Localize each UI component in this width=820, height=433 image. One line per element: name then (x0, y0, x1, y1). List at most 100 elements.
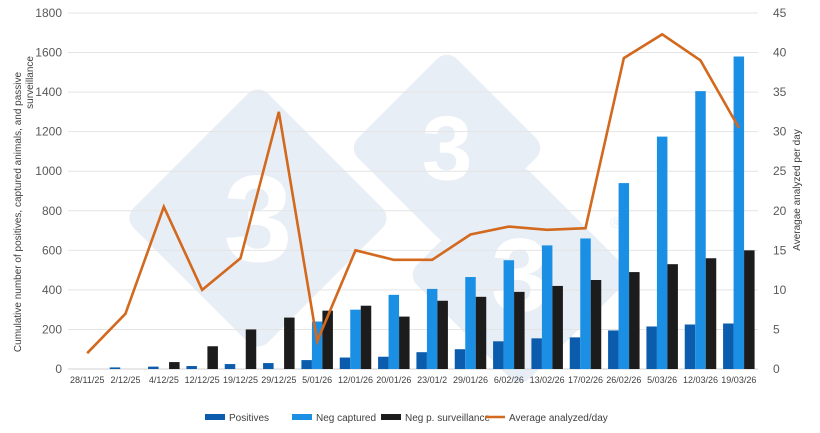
bar-positives (608, 330, 619, 369)
bar-neg-captured (426, 288, 438, 369)
left-tick-label: 1400 (35, 85, 62, 99)
bar-neg-p-surveillance (667, 264, 678, 369)
bar-positives (148, 366, 159, 369)
legend-label: Positives (229, 413, 269, 424)
bar-neg-captured (465, 277, 476, 369)
bar-neg-captured (311, 321, 323, 369)
right-tick-label: 30 (773, 125, 787, 139)
bar-neg-p-surveillance (705, 258, 717, 369)
left-tick-label: 800 (42, 204, 62, 218)
legend-item[interactable]: Positives (205, 413, 269, 424)
bar-positives (224, 364, 236, 369)
x-tick-label: 6/02/26 (494, 375, 524, 385)
left-axis-title-line1: Cumulative number of positives, captured… (13, 71, 24, 352)
x-tick-label: 23/01/2 (417, 375, 447, 385)
bar-neg-p-surveillance (169, 362, 180, 369)
bar-series (109, 56, 755, 370)
bar-positives (339, 357, 351, 369)
watermark-glyph: 3 (224, 150, 293, 288)
x-tick-label: 29/12/25 (261, 375, 296, 385)
line-average-analyzed-per-day (86, 32, 740, 355)
right-tick-label: 20 (773, 204, 787, 218)
bar-positives (684, 324, 696, 369)
right-tick-label: 10 (773, 283, 787, 297)
legend-swatch (292, 414, 312, 420)
bar-neg-captured (503, 260, 515, 369)
bar-positives (301, 360, 312, 369)
bar-neg-captured (695, 91, 706, 369)
bar-neg-p-surveillance (207, 346, 218, 369)
x-tick-label: 5/01/26 (302, 375, 332, 385)
bar-neg-p-surveillance (514, 291, 525, 369)
left-tick-label: 200 (42, 322, 62, 336)
left-tick-label: 1600 (35, 46, 62, 60)
legend-label: Neg captured (316, 413, 376, 424)
bar-neg-captured (656, 136, 668, 369)
legend-item[interactable]: Neg captured (292, 413, 376, 424)
x-tick-label: 17/02/26 (568, 375, 603, 385)
bar-neg-p-surveillance (629, 272, 640, 369)
right-tick-label: 25 (773, 164, 787, 178)
watermark-glyph: 3 (422, 99, 473, 200)
bar-neg-captured (733, 56, 745, 370)
legend-label: Neg p. surveillance (405, 413, 490, 424)
left-tick-label: 600 (42, 243, 62, 257)
bar-neg-captured (350, 309, 361, 369)
legend-swatch (205, 414, 225, 420)
x-tick-label: 5/03/26 (647, 375, 677, 385)
x-tick-label: 12/12/25 (185, 375, 220, 385)
gridlines (68, 12, 758, 370)
bar-positives (378, 356, 389, 369)
legend-item[interactable]: Average analyzed/day (485, 413, 608, 424)
x-tick-label: 12/01/26 (338, 375, 373, 385)
x-tick-label: 4/12/25 (149, 375, 179, 385)
x-tick-label: 13/02/26 (530, 375, 565, 385)
right-tick-label: 35 (773, 85, 787, 99)
bar-positives (569, 337, 581, 369)
watermark-diamond (129, 89, 387, 347)
line-series (86, 32, 740, 355)
legend: Positives Neg captured Neg p. surveillance… (205, 413, 608, 424)
bar-positives (531, 338, 542, 369)
x-tick-label: 12/03/26 (683, 375, 718, 385)
legend-label: Average analyzed/day (509, 413, 608, 424)
bar-neg-p-surveillance (475, 296, 487, 369)
right-tick-label: 45 (773, 6, 787, 20)
bar-neg-p-surveillance (322, 310, 333, 369)
bar-positives (646, 326, 657, 369)
bar-neg-p-surveillance (590, 280, 602, 369)
x-tick-label: 2/12/25 (110, 375, 140, 385)
x-tick-label: 29/01/26 (453, 375, 488, 385)
bar-neg-p-surveillance (437, 300, 448, 369)
left-y-axis-ticks: 0 200 400 600 800 1000 1200 1400 1600 1800 (35, 6, 62, 376)
left-tick-label: 0 (55, 362, 62, 376)
bar-neg-captured (580, 238, 591, 369)
bar-neg-p-surveillance (399, 316, 410, 369)
bar-positives (723, 323, 734, 369)
bar-neg-p-surveillance (744, 250, 755, 369)
left-tick-label: 1800 (35, 6, 62, 20)
x-tick-label: 19/03/26 (721, 375, 756, 385)
right-tick-label: 40 (773, 46, 787, 60)
bar-positives (493, 341, 504, 369)
right-y-axis-ticks: 0 5 10 15 20 25 30 35 40 45 (773, 6, 787, 376)
right-tick-label: 0 (773, 362, 780, 376)
left-axis-title-line2: surveillance (25, 56, 36, 109)
right-tick-label: 15 (773, 243, 787, 257)
right-axis-title: Averagae analyzed per day (792, 129, 803, 251)
bar-positives (454, 349, 466, 369)
right-tick-label: 5 (773, 322, 780, 336)
left-tick-label: 400 (42, 283, 62, 297)
legend-item[interactable]: Neg p. surveillance (381, 413, 490, 424)
bar-neg-p-surveillance (284, 317, 295, 369)
x-tick-label: 19/12/25 (223, 375, 258, 385)
bar-neg-captured (388, 294, 400, 369)
bar-neg-p-surveillance (360, 305, 372, 369)
left-tick-label: 1000 (35, 164, 62, 178)
bar-positives (416, 352, 427, 369)
left-axis-title: Cumulative number of positives, captured… (13, 56, 36, 353)
bar-neg-captured (541, 245, 553, 369)
bar-neg-p-surveillance (552, 285, 563, 369)
bar-positives (263, 363, 274, 369)
